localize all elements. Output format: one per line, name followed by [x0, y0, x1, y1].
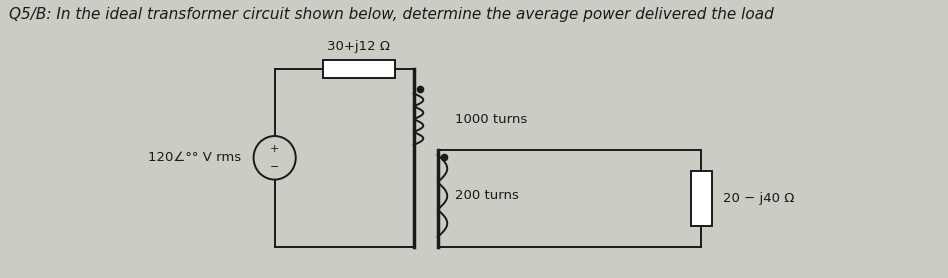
Text: 200 turns: 200 turns	[455, 189, 519, 202]
Text: 120∠°° V rms: 120∠°° V rms	[148, 151, 241, 164]
Text: Q5/B: In the ideal transformer circuit shown below, determine the average power : Q5/B: In the ideal transformer circuit s…	[9, 7, 774, 22]
Bar	[691, 171, 712, 226]
Bar	[322, 60, 394, 78]
Text: 20 − j40 Ω: 20 − j40 Ω	[723, 192, 794, 205]
Text: 1000 turns: 1000 turns	[455, 113, 527, 126]
Text: +: +	[270, 144, 280, 154]
Text: 30+j12 Ω: 30+j12 Ω	[327, 40, 390, 53]
Text: −: −	[270, 162, 280, 172]
